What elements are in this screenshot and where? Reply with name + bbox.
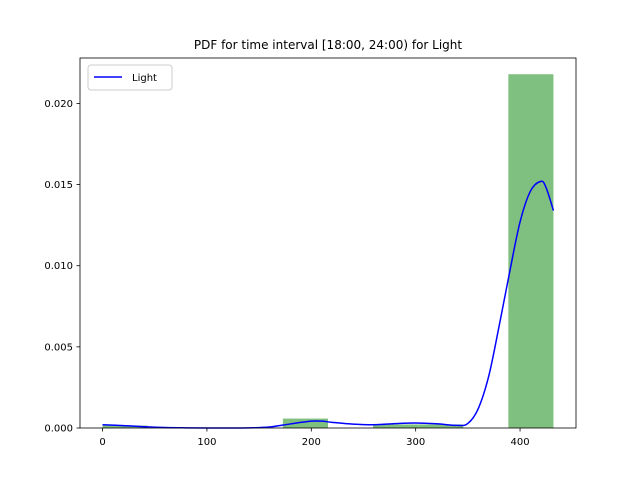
- y-tick-label: 0.015: [44, 180, 73, 191]
- histogram-bar: [418, 424, 464, 428]
- legend: Light: [87, 64, 173, 91]
- x-tick-label: 200: [302, 437, 321, 448]
- x-tick-label: 300: [406, 437, 425, 448]
- histogram-bar: [282, 418, 328, 428]
- legend-box: [87, 64, 173, 91]
- x-tick-label: 0: [99, 437, 105, 448]
- y-tick-label: 0.005: [44, 342, 73, 353]
- chart-title: PDF for time interval [18:00, 24:00) for…: [194, 38, 463, 52]
- histogram-bar: [102, 425, 148, 428]
- y-tick-label: 0.010: [44, 261, 73, 272]
- legend-label: Light: [132, 73, 157, 84]
- axes: 0 100 200 300 400 0.000 0.005 0.010 0.015 0.020: [44, 57, 577, 448]
- histogram-bar: [508, 74, 554, 428]
- series-line-light: [102, 180, 555, 429]
- x-tick-label: 400: [511, 437, 530, 448]
- y-tick-label: 0.000: [44, 424, 73, 435]
- y-tick-label: 0.020: [44, 99, 73, 110]
- axes-frame: [79, 57, 577, 429]
- plot-area: [102, 74, 555, 429]
- histogram-bar: [373, 424, 419, 428]
- x-tick-label: 100: [197, 437, 216, 448]
